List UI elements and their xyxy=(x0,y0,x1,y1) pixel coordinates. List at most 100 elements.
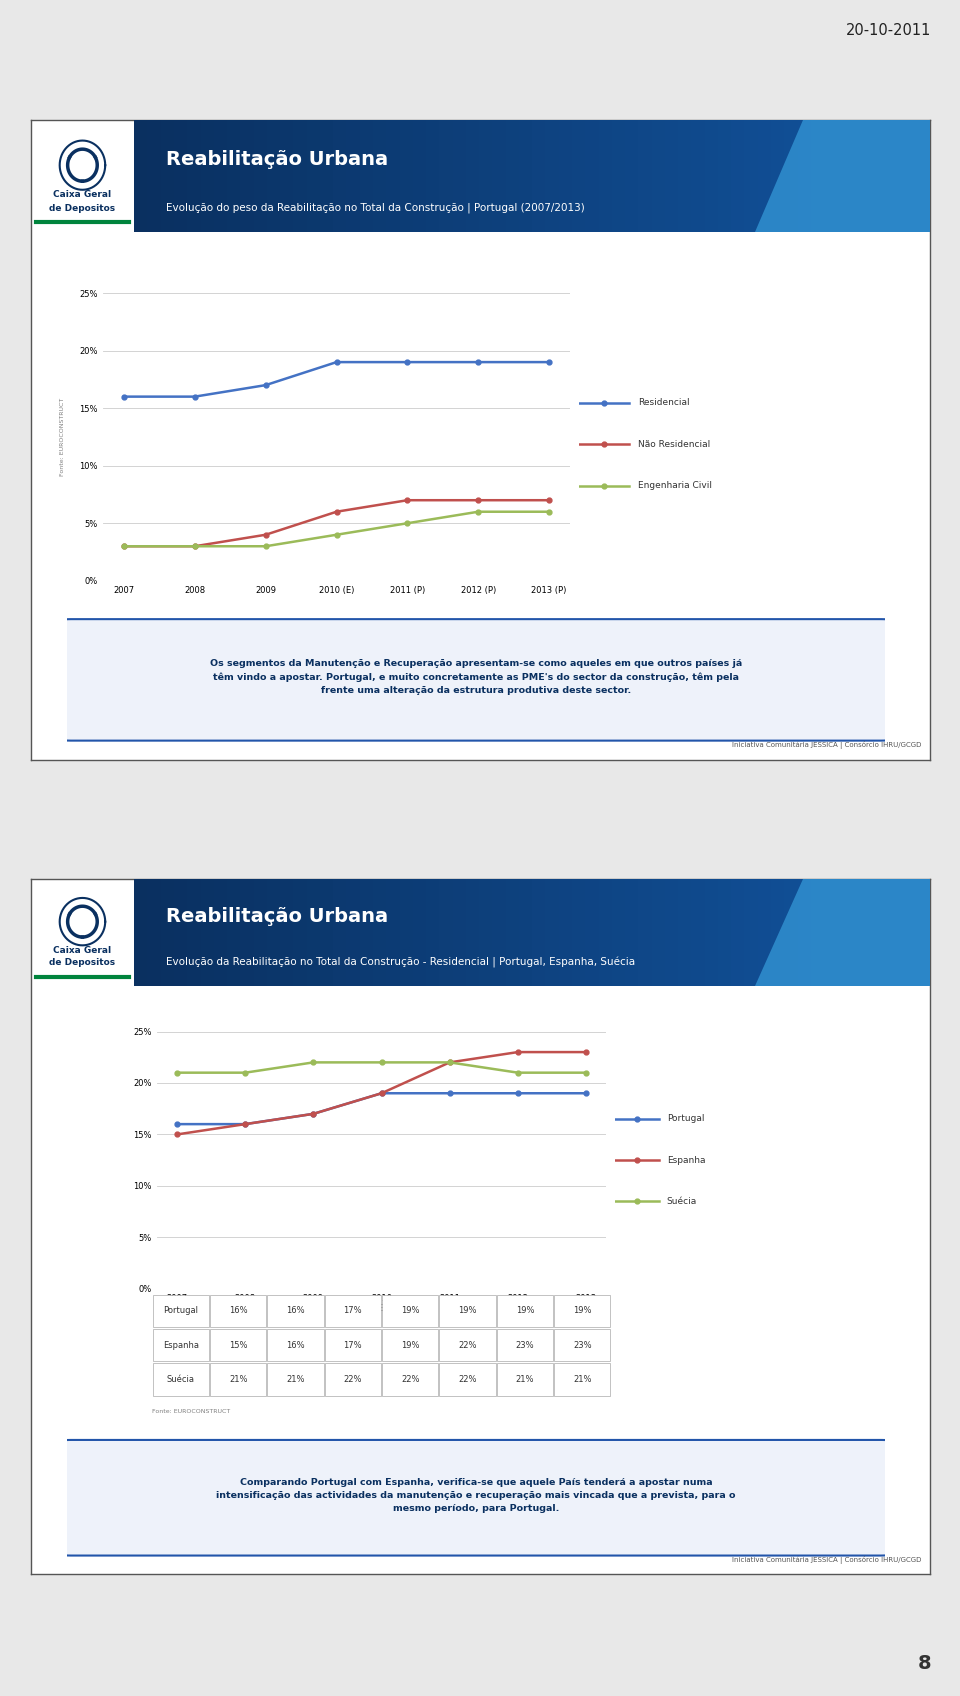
FancyBboxPatch shape xyxy=(306,120,322,232)
Text: 22%: 22% xyxy=(458,1375,477,1384)
FancyBboxPatch shape xyxy=(382,1294,439,1326)
FancyBboxPatch shape xyxy=(333,120,348,232)
FancyBboxPatch shape xyxy=(214,120,228,232)
FancyBboxPatch shape xyxy=(440,1364,495,1396)
FancyBboxPatch shape xyxy=(612,879,627,987)
FancyBboxPatch shape xyxy=(598,879,613,987)
FancyBboxPatch shape xyxy=(201,120,215,232)
FancyBboxPatch shape xyxy=(347,879,361,987)
FancyBboxPatch shape xyxy=(824,120,839,232)
FancyBboxPatch shape xyxy=(891,879,905,987)
FancyBboxPatch shape xyxy=(452,120,468,232)
FancyBboxPatch shape xyxy=(532,879,547,987)
FancyBboxPatch shape xyxy=(267,1330,324,1362)
FancyBboxPatch shape xyxy=(280,120,295,232)
FancyBboxPatch shape xyxy=(519,120,534,232)
FancyBboxPatch shape xyxy=(440,1330,495,1362)
FancyBboxPatch shape xyxy=(496,1294,553,1326)
FancyBboxPatch shape xyxy=(545,879,561,987)
FancyBboxPatch shape xyxy=(545,120,561,232)
Text: Caixa Geral: Caixa Geral xyxy=(54,190,111,200)
FancyBboxPatch shape xyxy=(466,120,481,232)
FancyBboxPatch shape xyxy=(496,1364,553,1396)
FancyBboxPatch shape xyxy=(280,879,295,987)
Text: Comparando Portugal com Espanha, verifica-se que aquele País tenderá a apostar n: Comparando Portugal com Espanha, verific… xyxy=(216,1477,735,1513)
FancyBboxPatch shape xyxy=(294,879,308,987)
FancyBboxPatch shape xyxy=(324,1364,381,1396)
FancyBboxPatch shape xyxy=(745,120,759,232)
FancyBboxPatch shape xyxy=(757,120,773,232)
FancyBboxPatch shape xyxy=(201,879,215,987)
FancyBboxPatch shape xyxy=(718,120,732,232)
FancyBboxPatch shape xyxy=(864,879,878,987)
Text: de Depositos: de Depositos xyxy=(49,958,115,967)
FancyBboxPatch shape xyxy=(466,879,481,987)
FancyBboxPatch shape xyxy=(479,120,494,232)
FancyBboxPatch shape xyxy=(347,120,361,232)
Text: Fonte: EUROCONSTRUCT: Fonte: EUROCONSTRUCT xyxy=(152,1409,230,1414)
FancyBboxPatch shape xyxy=(210,1364,266,1396)
FancyBboxPatch shape xyxy=(426,879,441,987)
FancyBboxPatch shape xyxy=(253,120,269,232)
FancyBboxPatch shape xyxy=(652,120,666,232)
Text: 16%: 16% xyxy=(228,1306,248,1316)
FancyBboxPatch shape xyxy=(324,1330,381,1362)
FancyBboxPatch shape xyxy=(612,120,627,232)
FancyBboxPatch shape xyxy=(187,879,203,987)
FancyBboxPatch shape xyxy=(678,879,693,987)
Text: Não Residencial: Não Residencial xyxy=(637,439,710,449)
FancyBboxPatch shape xyxy=(638,879,653,987)
FancyBboxPatch shape xyxy=(214,879,228,987)
FancyBboxPatch shape xyxy=(572,120,587,232)
Polygon shape xyxy=(756,120,930,232)
FancyBboxPatch shape xyxy=(174,120,189,232)
Text: Os segmentos da Manutenção e Recuperação apresentam-se como aqueles em que outro: Os segmentos da Manutenção e Recuperação… xyxy=(210,660,742,695)
FancyBboxPatch shape xyxy=(757,879,773,987)
FancyBboxPatch shape xyxy=(426,120,441,232)
FancyBboxPatch shape xyxy=(440,120,454,232)
FancyBboxPatch shape xyxy=(811,120,826,232)
Text: 19%: 19% xyxy=(516,1306,534,1316)
Text: 22%: 22% xyxy=(344,1375,362,1384)
FancyBboxPatch shape xyxy=(386,879,401,987)
Text: Espanha: Espanha xyxy=(163,1340,199,1350)
FancyBboxPatch shape xyxy=(324,1294,381,1326)
Text: 19%: 19% xyxy=(573,1306,591,1316)
Text: Reabilitação Urbana: Reabilitação Urbana xyxy=(166,149,388,170)
Text: Portugal: Portugal xyxy=(163,1306,199,1316)
FancyBboxPatch shape xyxy=(506,120,520,232)
Text: 21%: 21% xyxy=(516,1375,534,1384)
Text: 17%: 17% xyxy=(344,1340,362,1350)
Polygon shape xyxy=(756,879,930,987)
Text: Evolução da Reabilitação no Total da Construção - Residencial | Portugal, Espanh: Evolução da Reabilitação no Total da Con… xyxy=(166,957,636,968)
Text: Fonte: EUROCONSTRUCT: Fonte: EUROCONSTRUCT xyxy=(60,399,65,477)
Text: 19%: 19% xyxy=(401,1306,420,1316)
Text: 19%: 19% xyxy=(401,1340,420,1350)
FancyBboxPatch shape xyxy=(153,1330,209,1362)
FancyBboxPatch shape xyxy=(798,879,812,987)
FancyBboxPatch shape xyxy=(877,879,892,987)
FancyBboxPatch shape xyxy=(705,879,720,987)
FancyBboxPatch shape xyxy=(160,879,176,987)
FancyBboxPatch shape xyxy=(360,879,374,987)
FancyBboxPatch shape xyxy=(492,120,507,232)
FancyBboxPatch shape xyxy=(771,120,786,232)
Text: 19%: 19% xyxy=(458,1306,477,1316)
FancyBboxPatch shape xyxy=(492,879,507,987)
Text: Espanha: Espanha xyxy=(667,1155,706,1165)
FancyBboxPatch shape xyxy=(586,120,600,232)
FancyBboxPatch shape xyxy=(210,1294,266,1326)
Text: Iniciativa Comunitária JESSICA | Consórcio IHRU/GCGD: Iniciativa Comunitária JESSICA | Consórc… xyxy=(732,741,922,750)
Text: Iniciativa Comunitária JESSICA | Consórcio IHRU/GCGD: Iniciativa Comunitária JESSICA | Consórc… xyxy=(732,1555,922,1564)
Text: 16%: 16% xyxy=(286,1340,305,1350)
FancyBboxPatch shape xyxy=(705,120,720,232)
FancyBboxPatch shape xyxy=(732,120,746,232)
FancyBboxPatch shape xyxy=(440,879,454,987)
Text: Suécia: Suécia xyxy=(667,1197,697,1206)
FancyBboxPatch shape xyxy=(382,1364,439,1396)
FancyBboxPatch shape xyxy=(134,120,149,232)
FancyBboxPatch shape xyxy=(665,120,680,232)
Text: 20-10-2011: 20-10-2011 xyxy=(846,24,931,37)
FancyBboxPatch shape xyxy=(554,1330,611,1362)
FancyBboxPatch shape xyxy=(864,120,878,232)
